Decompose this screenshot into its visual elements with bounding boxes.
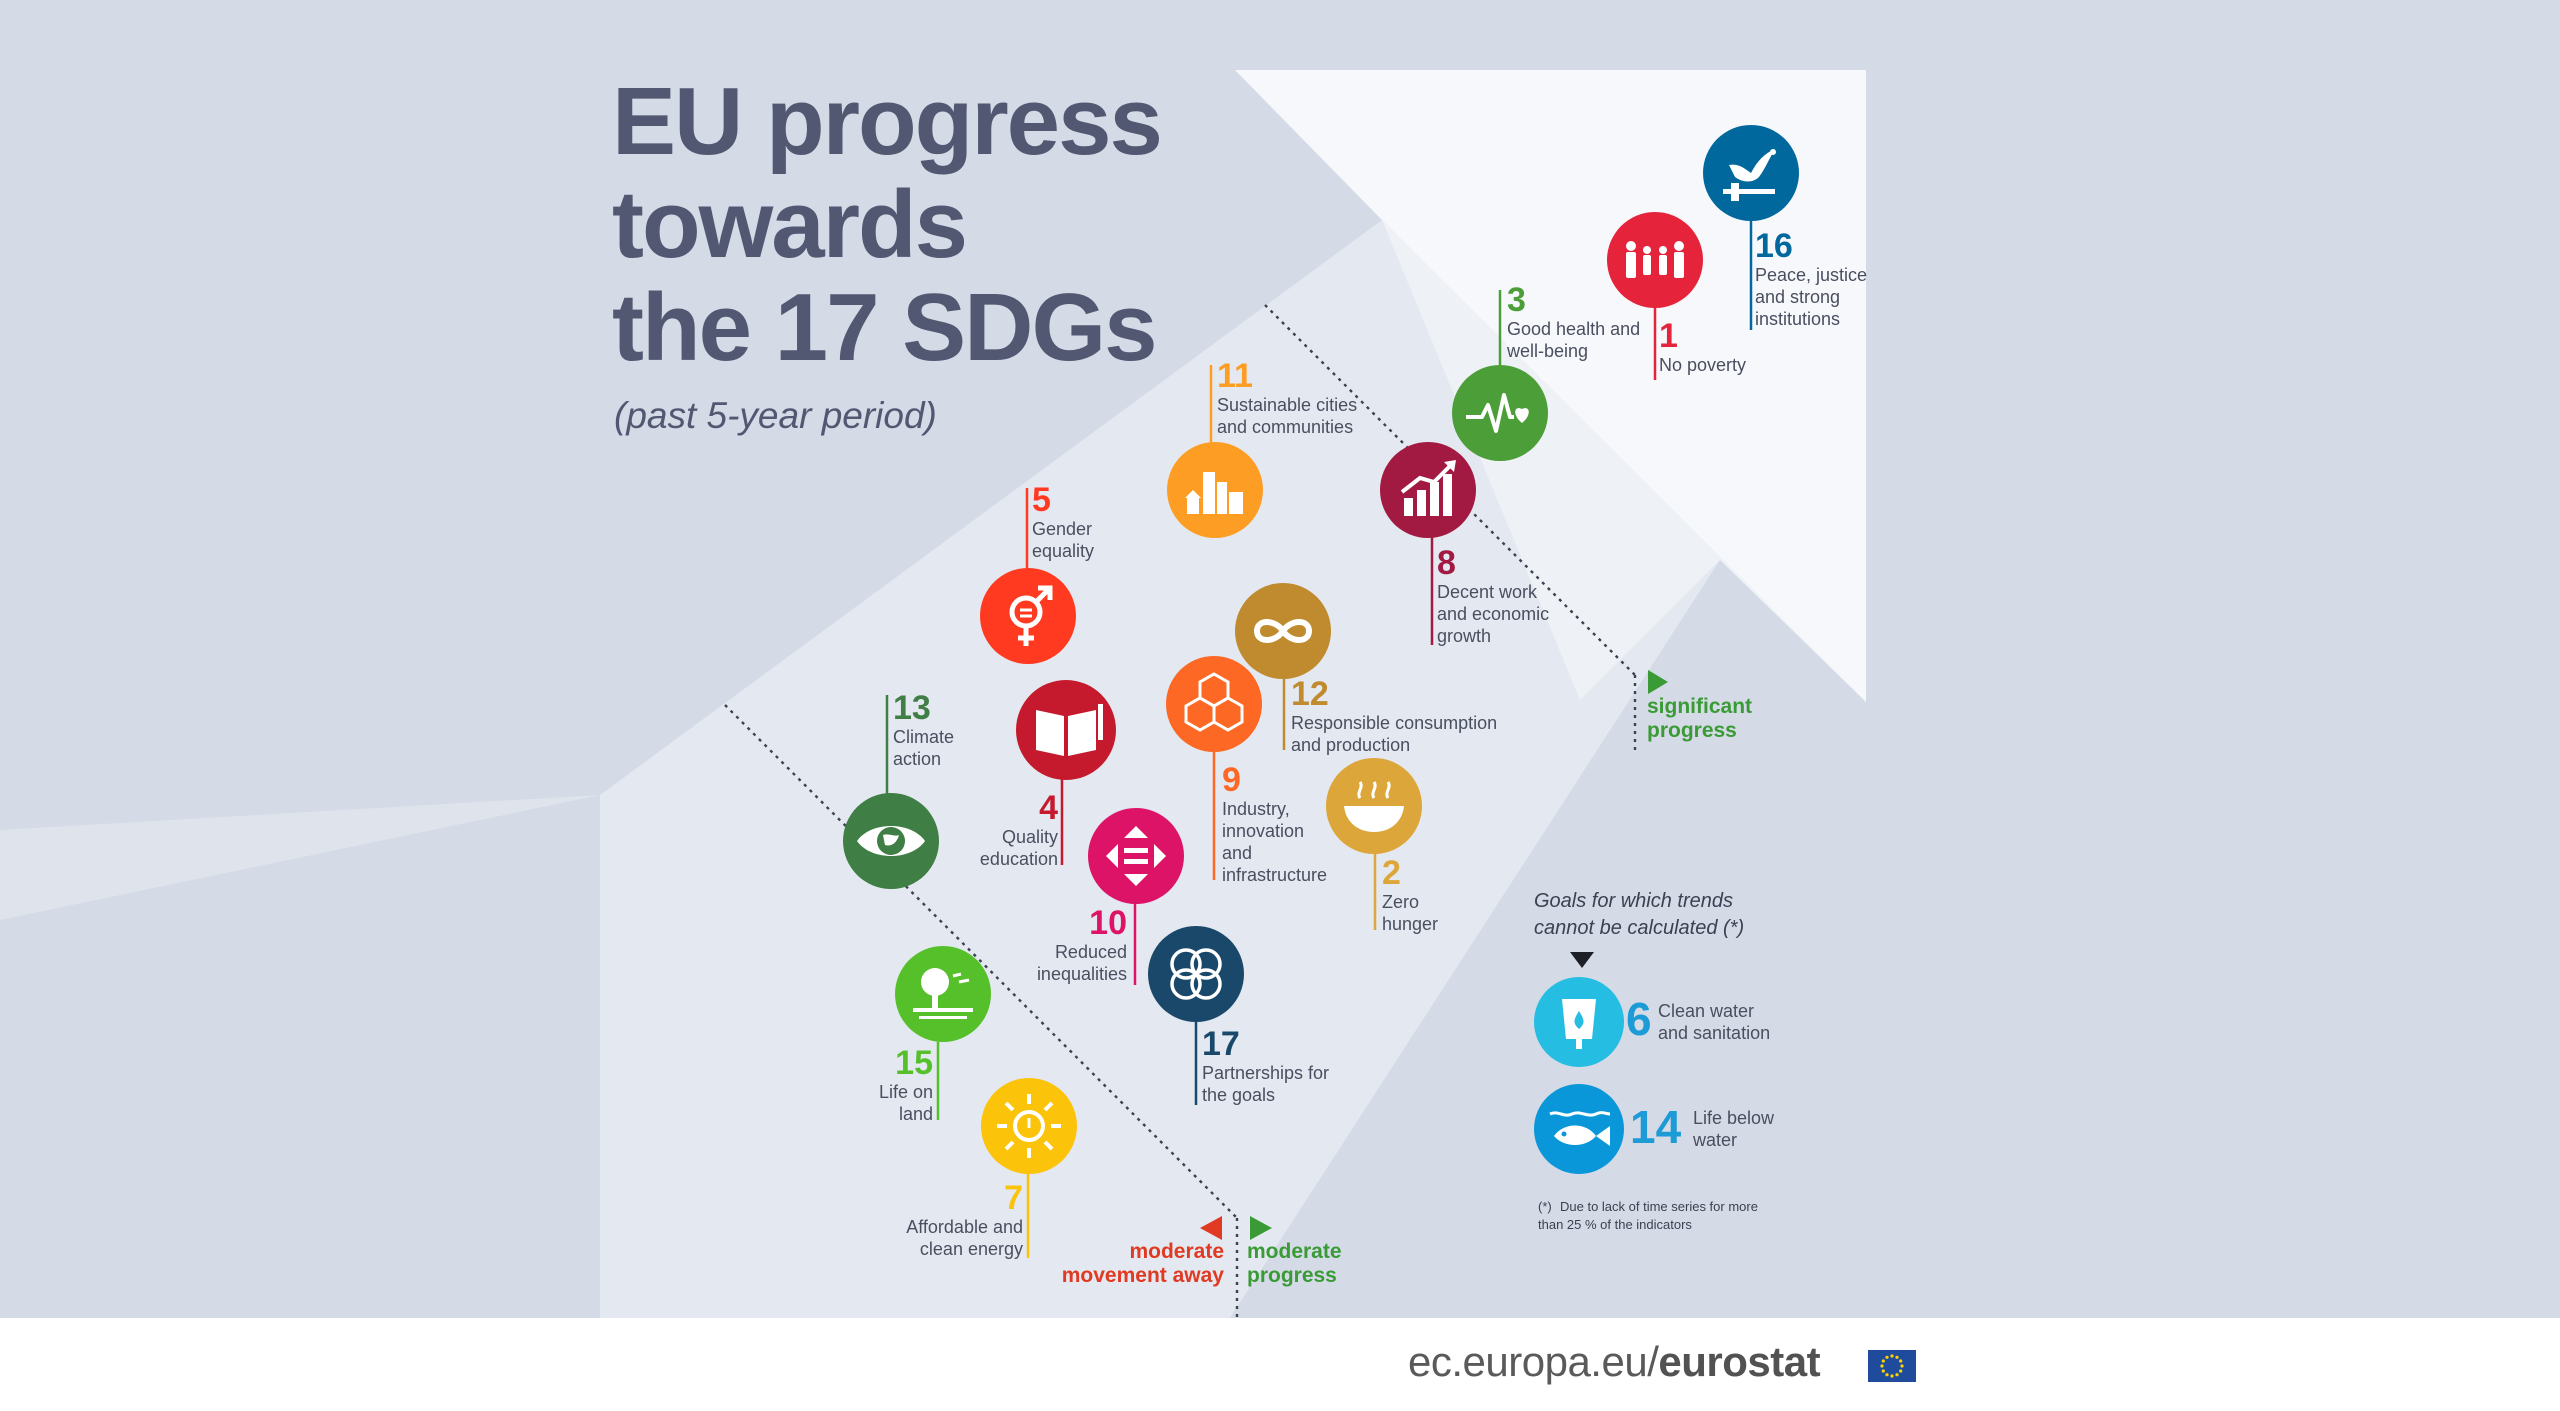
rings-icon xyxy=(1148,926,1244,1022)
sun-icon xyxy=(981,1078,1077,1174)
goal-2-label: 2 Zero hunger xyxy=(1382,855,1452,935)
goal-4-label: 4 Quality education xyxy=(960,790,1058,870)
footnote-marker: (*) xyxy=(1538,1199,1552,1214)
page-title: EU progress towards the 17 SDGs xyxy=(612,68,1163,381)
goal-name: Peace, justice and strong institutions xyxy=(1755,265,1868,329)
moderate-progress-label: moderate progress xyxy=(1247,1240,1342,1287)
goal-name: Responsible consumption and production xyxy=(1291,713,1498,755)
significant-progress-label: significant progress xyxy=(1647,695,1753,742)
goal-8-label: 8 Decent work and economic growth xyxy=(1437,545,1567,647)
footnote-text: Due to lack of time series for more than… xyxy=(1538,1199,1758,1232)
goal-number: 16 xyxy=(1755,227,1793,265)
goal-name: Good health and well-being xyxy=(1507,319,1641,361)
goal-number: 3 xyxy=(1507,281,1526,319)
moderate-divider xyxy=(724,704,1238,1219)
goal-number: 17 xyxy=(1202,1025,1240,1063)
gender-icon xyxy=(980,568,1076,664)
title-line: the 17 SDGs xyxy=(612,274,1158,381)
dove-icon xyxy=(1703,125,1799,221)
goal-number: 9 xyxy=(1222,761,1241,799)
goal-6-name: Clean water and sanitation xyxy=(1658,1001,1771,1043)
footnote: (*) Due to lack of time series for more t… xyxy=(1538,1198,1778,1234)
goal-16-label: 16 Peace, justice and strong institution… xyxy=(1755,228,1885,330)
eye-globe-icon xyxy=(843,793,939,889)
cubes-icon xyxy=(1166,656,1262,752)
goal-name: Zero hunger xyxy=(1382,892,1439,934)
eu-flag-icon xyxy=(1868,1350,1916,1382)
goal-14-number: 14 xyxy=(1630,1101,1682,1153)
goal-17-label: 17 Partnerships for the goals xyxy=(1202,1026,1332,1106)
fish-icon xyxy=(1534,1084,1624,1174)
goal-number: 7 xyxy=(1004,1179,1023,1217)
goal-number: 1 xyxy=(1659,317,1678,355)
goal-name: Quality education xyxy=(979,827,1058,869)
not-calculated-heading: Goals for which trends cannot be calcula… xyxy=(1534,890,1745,939)
goal-number: 2 xyxy=(1382,854,1401,892)
bowl-icon xyxy=(1326,758,1422,854)
significant-arrow-icon xyxy=(1648,670,1668,694)
goal-number: 11 xyxy=(1217,357,1253,395)
goal-name: Decent work and economic growth xyxy=(1437,582,1550,646)
down-triangle-icon xyxy=(1570,952,1594,968)
goal-number: 4 xyxy=(1039,789,1058,827)
city-icon xyxy=(1167,442,1263,538)
title-line: towards xyxy=(612,171,968,278)
subtitle: (past 5-year period) xyxy=(614,395,937,436)
goal-number: 5 xyxy=(1032,481,1051,519)
goal-name: Gender equality xyxy=(1032,519,1095,561)
url-brand: eurostat xyxy=(1658,1338,1821,1385)
goal-7-label: 7 Affordable and clean energy xyxy=(895,1180,1023,1260)
goal-9-label: 9 Industry, innovation and infrastructur… xyxy=(1222,762,1337,886)
goal-name: Affordable and clean energy xyxy=(906,1217,1023,1259)
moderate-away-arrow-icon xyxy=(1200,1216,1222,1240)
growth-chart-icon xyxy=(1380,442,1476,538)
goal-number: 10 xyxy=(1089,904,1127,942)
family-icon xyxy=(1607,212,1703,308)
book-icon xyxy=(1016,680,1116,780)
goal-11-label: 11 Sustainable cities and communities xyxy=(1217,358,1367,438)
goal-6-number: 6 xyxy=(1626,993,1652,1045)
goal-12-label: 12 Responsible consumption and productio… xyxy=(1291,676,1511,756)
goal-13-label: 13 Climate action xyxy=(893,690,973,770)
infinity-icon xyxy=(1235,583,1331,679)
goal-name: Reduced inequalities xyxy=(1036,942,1127,984)
goal-number: 15 xyxy=(895,1044,933,1082)
tree-icon xyxy=(895,946,991,1042)
url-domain: ec.europa.eu/ xyxy=(1408,1338,1659,1385)
water-drop-icon xyxy=(1534,977,1624,1067)
goal-name: No poverty xyxy=(1659,355,1747,375)
goal-number: 12 xyxy=(1291,675,1329,713)
goal-14-name: Life below water xyxy=(1693,1108,1775,1150)
goal-3-label: 3 Good health and well-being xyxy=(1507,282,1642,362)
eurostat-url[interactable]: ec.europa.eu/eurostat xyxy=(1408,1338,1821,1386)
goal-name: Industry, innovation and infrastructure xyxy=(1222,799,1328,885)
goal-15-label: 15 Life on land xyxy=(858,1045,933,1125)
goal-1-label: 1 No poverty xyxy=(1659,318,1779,376)
footer-bar xyxy=(0,1318,2560,1411)
goal-name: Sustainable cities and communities xyxy=(1217,395,1358,437)
goal-10-label: 10 Reduced inequalities xyxy=(1022,905,1127,985)
goal-name: Life on land xyxy=(878,1082,933,1124)
moderate-movement-away-label: moderate movement away xyxy=(1061,1240,1224,1287)
title-line: EU progress xyxy=(612,68,1163,175)
moderate-progress-arrow-icon xyxy=(1250,1216,1272,1240)
goal-name: Partnerships for the goals xyxy=(1202,1063,1330,1105)
equality-arrows-icon xyxy=(1088,808,1184,904)
goal-5-label: 5 Gender equality xyxy=(1032,482,1122,562)
goal-name: Climate action xyxy=(893,727,955,769)
heartbeat-icon xyxy=(1452,365,1548,461)
goal-number: 8 xyxy=(1437,544,1456,582)
goal-number: 13 xyxy=(893,689,931,727)
